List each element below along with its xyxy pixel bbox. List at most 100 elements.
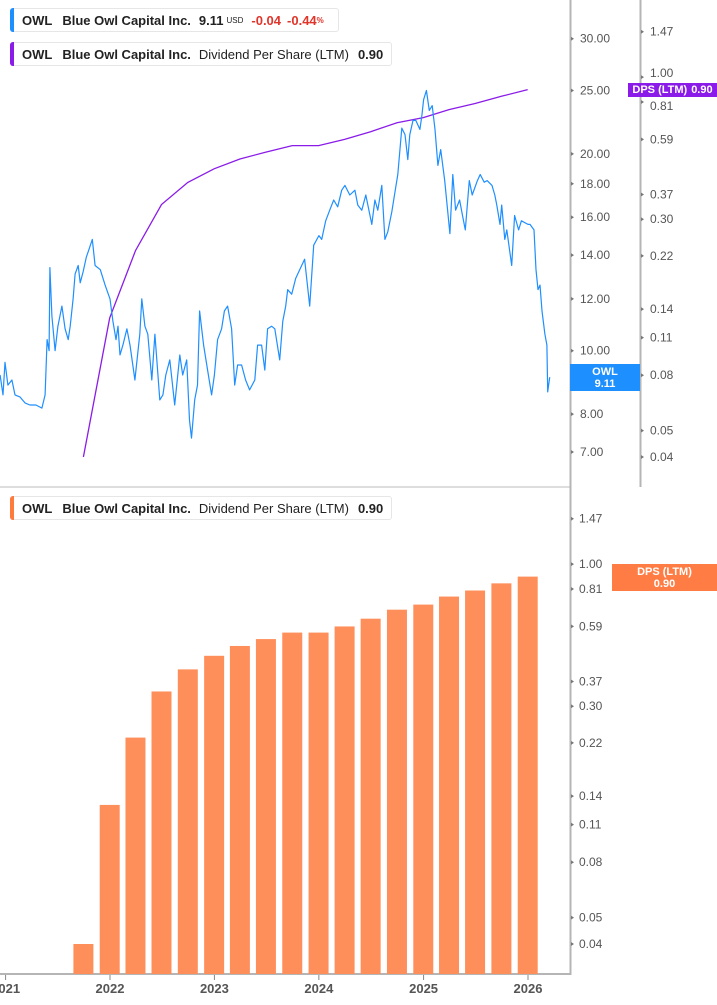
dps-tick-label: 1.00 (650, 66, 674, 80)
dps-legend-top[interactable]: OWL Blue Owl Capital Inc. Dividend Per S… (10, 42, 393, 66)
dps-bar[interactable] (99, 804, 120, 974)
dps-tick-label: 1.47 (650, 25, 674, 39)
dps-tick-mark (641, 137, 644, 142)
price-legend[interactable]: OWL Blue Owl Capital Inc. 9.11 USD -0.04… (10, 8, 339, 32)
price-tick-mark (571, 412, 574, 417)
dps-legend-bottom[interactable]: OWL Blue Owl Capital Inc. Dividend Per S… (10, 496, 393, 520)
price-tick-label: 7.00 (580, 445, 604, 459)
dps-tick-mark (641, 75, 644, 80)
dps-bar[interactable] (73, 944, 94, 974)
x-axis-ticks: 2021 2022 2023 2024 2025 2026 (0, 975, 542, 996)
dps-bar[interactable] (308, 632, 329, 974)
dps-bars (73, 576, 538, 974)
price-legend-color (10, 8, 14, 32)
price-tick-label: 16.00 (580, 210, 610, 224)
dps-tick-mark (571, 915, 574, 920)
price-tick-mark (571, 348, 574, 353)
dps-tick-mark (641, 307, 644, 312)
legend-ticker: OWL (22, 500, 53, 516)
legend-value: 0.90 (357, 46, 384, 62)
x-tick-label: 2023 (200, 981, 229, 996)
dps-tick-label: 0.08 (650, 368, 674, 382)
dps-tick-label: 0.81 (579, 582, 603, 596)
dps-bar[interactable] (282, 632, 303, 974)
dps-bar[interactable] (491, 583, 512, 974)
dps-tick-label: 0.04 (650, 450, 674, 464)
x-tick-label: 2021 (0, 981, 20, 996)
price-tick-label: 10.00 (580, 344, 610, 358)
dps-bar[interactable] (334, 626, 355, 974)
dps-bar[interactable] (439, 596, 460, 974)
legend-currency: USD (226, 15, 244, 25)
dps-bar[interactable] (517, 576, 538, 974)
price-tick-mark (571, 296, 574, 301)
legend-company: Blue Owl Capital Inc. (62, 500, 191, 516)
legend-company: Blue Owl Capital Inc. (62, 12, 191, 28)
dps-tick-mark (571, 740, 574, 745)
legend-price: 9.11 (198, 12, 224, 28)
legend-company: Blue Owl Capital Inc. (62, 46, 191, 62)
dps-tick-mark (571, 822, 574, 827)
dps-tick-mark (571, 704, 574, 709)
price-tick-label: 18.00 (580, 177, 610, 191)
dps-tick-mark (641, 100, 644, 105)
price-tag-value: 9.11 (594, 377, 616, 390)
dps-bar[interactable] (255, 639, 276, 974)
dps-bar[interactable] (386, 609, 407, 974)
dps-bar[interactable] (151, 691, 172, 974)
dps-tick-label: 0.22 (579, 736, 603, 750)
dps-tick-label: 0.08 (579, 855, 603, 869)
legend-metric: Dividend Per Share (LTM) (198, 500, 349, 516)
price-tick-mark (571, 36, 574, 41)
price-axis-ticks: 30.00 25.00 20.00 18.00 16.00 14.00 12.00 10.00… (571, 32, 610, 459)
dps-bar[interactable] (229, 645, 250, 974)
dps-bar[interactable] (177, 669, 198, 974)
dps-tag-label: DPS (LTM) (637, 565, 692, 578)
dps-tick-label: 0.59 (579, 619, 603, 633)
x-tick-label: 2022 (96, 981, 125, 996)
dps-tick-label: 0.14 (579, 789, 603, 803)
dps-tick-label: 0.04 (579, 937, 603, 951)
dps-tick-mark (641, 428, 644, 433)
dps-tick-mark (571, 794, 574, 799)
legend-change-pct: -0.44 (287, 12, 317, 28)
dps-tick-mark (571, 624, 574, 629)
dps-tick-mark (641, 253, 644, 258)
legend-metric: Dividend Per Share (LTM) (198, 46, 349, 62)
dps-tag-top: DPS (LTM) 0.90 (628, 83, 717, 97)
dps-bar[interactable] (465, 590, 486, 974)
price-tick-mark (571, 151, 574, 156)
dps-bar[interactable] (413, 604, 434, 974)
dps-tag-value: 0.90 (653, 577, 676, 590)
dps-tick-mark (641, 29, 644, 34)
dps-tick-label: 0.22 (650, 249, 674, 263)
dps-tick-label: 0.30 (579, 699, 603, 713)
price-tick-label: 8.00 (580, 407, 604, 421)
dps-tick-mark (641, 192, 644, 197)
legend-ticker: OWL (22, 12, 53, 28)
dps-bar[interactable] (360, 618, 381, 974)
price-tick-mark (571, 450, 574, 454)
dps-tick-label: 0.11 (650, 331, 673, 345)
dps-bar[interactable] (204, 655, 225, 974)
legend-ticker: OWL (22, 46, 53, 62)
dps-bar[interactable] (125, 737, 146, 974)
dps-tick-mark (571, 587, 574, 592)
dps-axis-ticks-bottom: 1.47 1.00 0.81 0.59 0.37 0.30 0.22 0.14 0.11 0.08… (571, 512, 603, 951)
dps-legend-color (10, 42, 14, 66)
price-tag: OWL 9.11 (570, 364, 640, 391)
dps-tick-mark (571, 679, 574, 684)
dps-tick-mark (641, 455, 644, 459)
dps-tick-label: 0.81 (650, 99, 674, 113)
dps-tick-label: 0.30 (650, 212, 674, 226)
dps-tick-label: 0.05 (650, 424, 674, 438)
dps-legend-color (10, 496, 14, 520)
x-tick-label: 2025 (409, 981, 438, 996)
dps-tag-bottom: DPS (LTM) 0.90 (612, 564, 717, 591)
dps-axis-ticks-top: 1.47 1.00 0.81 0.59 0.37 0.30 0.22 0.14 0.11 0.08… (641, 25, 674, 464)
dps-tick-label: 0.05 (579, 911, 603, 925)
dps-tick-mark (571, 562, 574, 567)
dps-tag-label: DPS (LTM) (632, 84, 688, 96)
dps-tick-mark (571, 942, 574, 946)
